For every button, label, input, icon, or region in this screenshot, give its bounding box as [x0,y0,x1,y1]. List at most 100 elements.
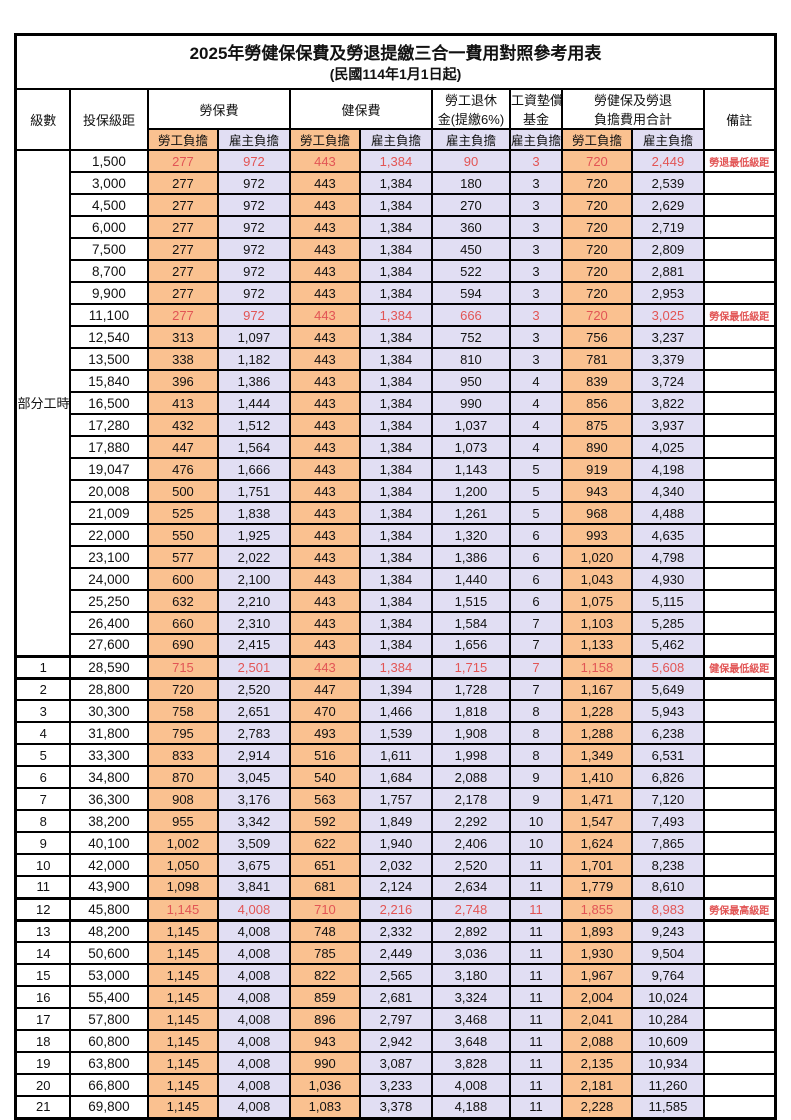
value-cell: 1,384 [358,633,433,657]
remark-cell [702,1073,777,1097]
table-row: 16,500 413 1,444 443 1,384 990 4 856 3,822 [16,391,777,415]
value-cell: 516 [288,743,361,767]
value-cell: 1,440 [430,567,511,591]
value-cell: 1,624 [560,831,633,855]
value-cell: 1,384 [358,303,433,327]
table-row: 5 33,300 833 2,914 516 1,611 1,998 8 1,349 6,531 [14,743,777,767]
table-row: 22,000 550 1,925 443 1,384 1,320 6 993 4,635 [16,523,777,547]
value-cell: 9 [508,787,563,811]
page-subtitle: (民國114年1月1日起) [329,65,462,82]
value-cell: 180 [430,171,511,195]
bracket-cell: 7,500 [68,237,149,261]
value-cell: 3,342 [216,809,291,833]
value-cell: 277 [146,193,219,217]
value-cell: 1,073 [430,435,511,459]
value-cell: 972 [216,149,291,173]
value-cell: 2,520 [216,677,291,701]
level-cell: 2 [14,677,71,701]
bracket-cell: 43,900 [68,875,149,899]
value-cell: 1,384 [358,501,433,525]
value-cell: 2,719 [630,215,705,239]
value-cell: 1,539 [358,721,433,745]
value-cell: 2,565 [358,963,433,987]
value-cell: 11 [508,985,563,1009]
value-cell: 2,135 [560,1051,633,1075]
value-cell: 4,635 [630,523,705,547]
value-cell: 3 [508,281,563,305]
value-cell: 651 [288,853,361,877]
value-cell: 1,838 [216,501,291,525]
value-cell: 715 [146,654,219,680]
value-cell: 2,520 [430,853,511,877]
remark-cell [702,215,777,239]
bracket-cell: 12,540 [68,325,149,349]
value-cell: 2,032 [358,853,433,877]
value-cell: 4,008 [216,941,291,965]
level-cell: 11 [14,875,71,899]
value-cell: 990 [430,391,511,415]
value-cell: 1,584 [430,611,511,635]
title-row: 2025年勞健保保費及勞退提繳三合一費用對照參考用表 (民國114年1月1日起) [14,33,777,90]
remark-cell [702,259,777,283]
value-cell: 993 [560,523,633,547]
value-cell: 890 [560,435,633,459]
bracket-cell: 9,900 [68,281,149,305]
bracket-cell: 21,009 [68,501,149,525]
value-cell: 822 [288,963,361,987]
value-cell: 5,943 [630,699,705,723]
header-wage-fund-employer-share: 雇主負擔 [508,128,563,151]
table-row: 1 28,590 715 2,501 443 1,384 1,715 7 1,158 5,608 健… [14,654,777,680]
value-cell: 500 [146,479,219,503]
remark-cell [702,853,777,877]
part-time-merged-cell: 部分工時 [14,149,71,657]
value-cell: 1,512 [216,413,291,437]
table-row: 16 55,400 1,145 4,008 859 2,681 3,324 11 2,004 10… [14,985,777,1009]
value-cell: 690 [146,633,219,657]
value-cell: 839 [560,369,633,393]
value-cell: 1,261 [430,501,511,525]
value-cell: 443 [288,171,361,195]
table-row: 26,400 660 2,310 443 1,384 1,584 7 1,103 5,285 [16,611,777,635]
remark-cell [702,567,777,591]
value-cell: 3,176 [216,787,291,811]
value-cell: 1,384 [358,347,433,371]
header-health-insurance: 健保費 [288,88,433,130]
bracket-cell: 60,800 [68,1029,149,1053]
value-cell: 443 [288,479,361,503]
remark-cell [702,347,777,371]
header-labor-employee-share: 勞工負擔 [146,128,219,151]
value-cell: 1,158 [560,654,633,680]
value-cell: 2,748 [430,896,511,922]
value-cell: 1,288 [560,721,633,745]
value-cell: 2,914 [216,743,291,767]
bracket-cell: 15,840 [68,369,149,393]
value-cell: 4,798 [630,545,705,569]
value-cell: 1,386 [216,369,291,393]
value-cell: 4,188 [430,1095,511,1119]
level-cell: 10 [14,853,71,877]
value-cell: 1,547 [560,809,633,833]
bracket-cell: 55,400 [68,985,149,1009]
value-cell: 720 [560,303,633,327]
value-cell: 90 [430,149,511,173]
value-cell: 277 [146,303,219,327]
value-cell: 896 [288,1007,361,1031]
value-cell: 3,841 [216,875,291,899]
value-cell: 2,100 [216,567,291,591]
value-cell: 4 [508,413,563,437]
value-cell: 1,167 [560,677,633,701]
value-cell: 2,942 [358,1029,433,1053]
value-cell: 1,384 [358,325,433,349]
remark-cell: 健保最低級距 [702,654,777,680]
value-cell: 972 [216,215,291,239]
value-cell: 4,008 [216,985,291,1009]
value-cell: 632 [146,589,219,613]
value-cell: 1,320 [430,523,511,547]
value-cell: 5 [508,501,563,525]
value-cell: 11 [508,963,563,987]
value-cell: 1,145 [146,963,219,987]
value-cell: 720 [560,281,633,305]
value-cell: 1,384 [358,654,433,680]
remark-cell [702,1029,777,1053]
value-cell: 1,384 [358,523,433,547]
